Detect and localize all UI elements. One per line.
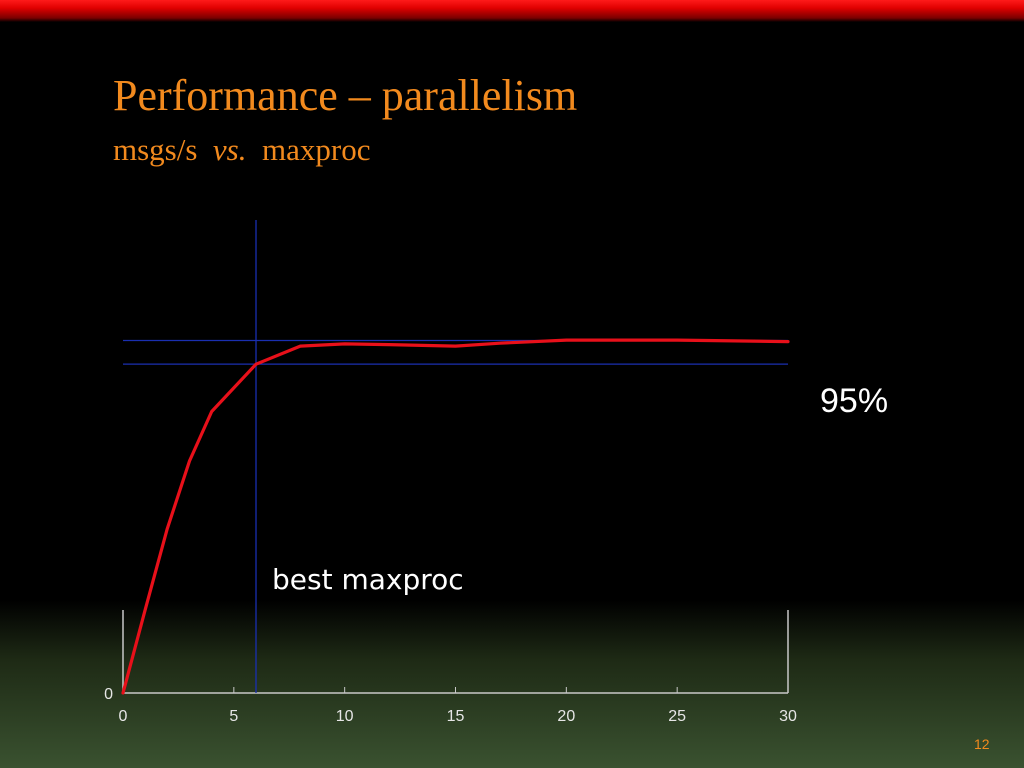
- x-tick-label: 0: [119, 708, 128, 725]
- x-tick-label: 30: [779, 708, 797, 725]
- top-red-band: [0, 0, 1024, 22]
- x-tick-label: 15: [447, 708, 465, 725]
- series-line: [121, 338, 790, 695]
- subtitle-y-quantity: msgs/s: [113, 132, 198, 167]
- subtitle-x-quantity: maxproc: [262, 132, 371, 167]
- slide-title: Performance – parallelism: [113, 71, 578, 120]
- slide-number: 12: [974, 736, 990, 752]
- y-tick-label: 0: [104, 686, 113, 703]
- subtitle-versus: vs.: [212, 132, 247, 167]
- x-tick-label: 20: [557, 708, 575, 725]
- x-tick-label: 5: [229, 708, 238, 725]
- annotation-95-percent: 95%: [820, 382, 889, 420]
- x-tick-label: 25: [668, 708, 686, 725]
- annotation-best-maxproc: best maxproc: [272, 563, 464, 596]
- slide-subtitle: msgs/s vs. maxproc: [113, 132, 370, 168]
- x-tick-label: 10: [336, 708, 354, 725]
